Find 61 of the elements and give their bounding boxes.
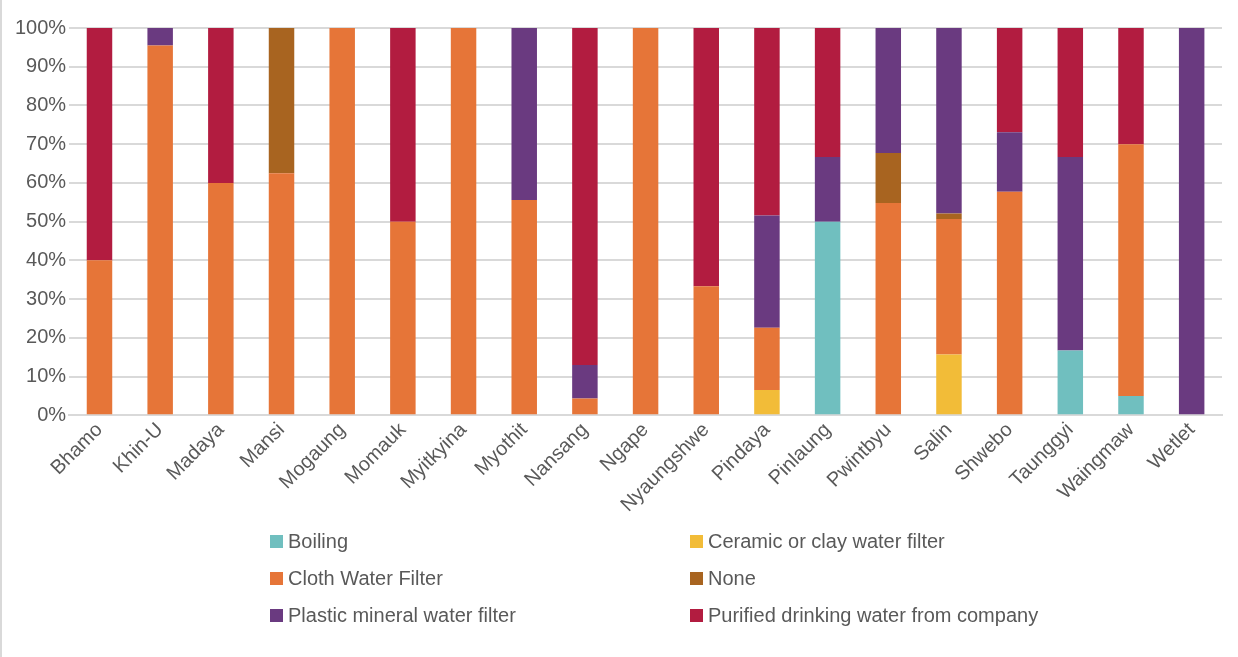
legend-label: Plastic mineral water filter xyxy=(288,604,516,627)
bar xyxy=(268,28,295,174)
bar xyxy=(390,28,416,222)
bar xyxy=(875,203,902,415)
bar xyxy=(936,218,962,355)
bar xyxy=(147,28,173,46)
y-tick-label: 10% xyxy=(26,364,67,387)
bar xyxy=(1057,28,1084,157)
legend-label: Cloth Water Filter xyxy=(288,567,443,590)
bar xyxy=(814,156,841,222)
y-tick-label: 70% xyxy=(26,131,67,154)
bar xyxy=(572,28,598,365)
bar xyxy=(936,28,962,214)
bar xyxy=(875,153,902,204)
bar xyxy=(996,132,1023,192)
bar xyxy=(1118,144,1144,396)
legend-label: Purified drinking water from company xyxy=(708,604,1039,627)
bar xyxy=(1057,156,1084,351)
legend-label: Boiling xyxy=(288,530,349,553)
bar xyxy=(693,286,719,415)
y-tick-label: 90% xyxy=(26,54,67,77)
bar xyxy=(208,182,234,415)
legend-label: None xyxy=(708,567,756,590)
bar xyxy=(511,199,537,415)
y-tick-label: 0% xyxy=(37,402,67,425)
bar xyxy=(754,28,780,216)
bar xyxy=(1118,395,1144,415)
legend-label: Ceramic or clay water filter xyxy=(708,530,945,553)
bar xyxy=(875,28,902,154)
bar xyxy=(936,354,962,415)
bar xyxy=(754,327,780,391)
y-tick-label: 100% xyxy=(15,15,67,38)
bar xyxy=(1178,28,1205,415)
bar xyxy=(572,364,598,399)
bar xyxy=(208,28,234,183)
bar xyxy=(86,260,113,415)
bar xyxy=(268,173,295,415)
bar xyxy=(754,390,780,415)
bar xyxy=(814,28,841,157)
bar xyxy=(572,398,598,415)
bar xyxy=(86,28,113,261)
bar xyxy=(147,45,173,415)
bar xyxy=(996,191,1023,415)
bar xyxy=(511,28,537,200)
y-tick-label: 40% xyxy=(26,247,67,270)
bar xyxy=(754,215,780,328)
bar xyxy=(814,221,841,415)
bar xyxy=(996,28,1023,133)
bar xyxy=(1057,350,1084,415)
y-tick-label: 80% xyxy=(26,92,67,115)
bar xyxy=(936,213,962,219)
y-tick-label: 20% xyxy=(26,325,67,348)
y-tick-label: 60% xyxy=(26,170,67,193)
bar xyxy=(450,28,477,415)
bar xyxy=(632,28,659,415)
y-tick-label: 50% xyxy=(26,209,67,232)
bar xyxy=(1118,28,1144,145)
y-tick-label: 30% xyxy=(26,286,67,309)
bar xyxy=(693,28,719,287)
bar xyxy=(329,28,355,415)
bar xyxy=(390,221,416,415)
